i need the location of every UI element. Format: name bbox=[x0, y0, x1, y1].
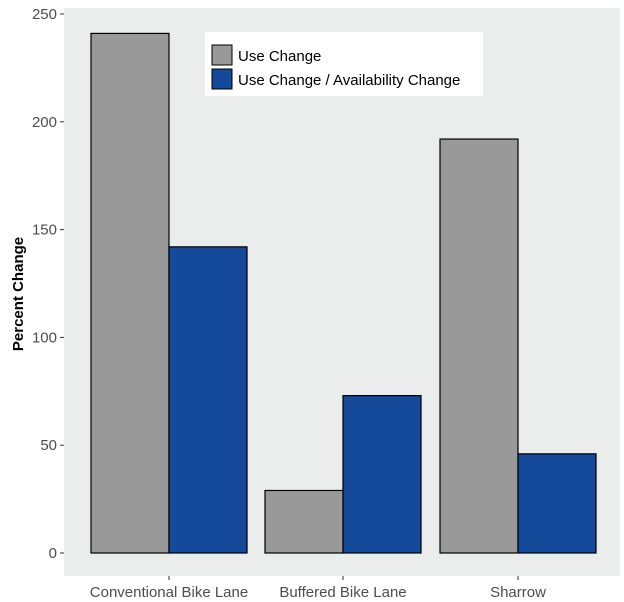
y-tick-label: 250 bbox=[32, 6, 57, 23]
y-tick-label: 50 bbox=[40, 437, 57, 454]
x-axis: Conventional Bike Lane Buffered Bike Lane… bbox=[90, 576, 546, 601]
y-axis: 0 50 100 150 200 250 bbox=[32, 6, 64, 562]
bar-use-availability-change-0 bbox=[168, 246, 248, 554]
bar-use-change-0 bbox=[90, 32, 170, 554]
legend-label-use-change: Use Change bbox=[238, 48, 321, 65]
bar-use-change-2 bbox=[439, 138, 519, 554]
y-tick-label: 100 bbox=[32, 329, 57, 346]
y-tick-label: 200 bbox=[32, 114, 57, 131]
legend-label-availability: Use Change / Availability Change bbox=[238, 72, 460, 89]
y-tick-label: 150 bbox=[32, 222, 57, 239]
x-tick-label: Conventional Bike Lane bbox=[90, 584, 248, 601]
legend: Use Change Use Change / Availability Cha… bbox=[205, 32, 483, 96]
x-tick-label: Sharrow bbox=[490, 584, 546, 601]
legend-key-use-change bbox=[211, 44, 233, 66]
x-tick-label: Buffered Bike Lane bbox=[279, 584, 406, 601]
bar-use-availability-change-1 bbox=[342, 395, 422, 554]
legend-key-availability bbox=[211, 68, 233, 90]
bar-use-availability-change-2 bbox=[517, 453, 597, 554]
bars-layer bbox=[90, 32, 597, 554]
bar-use-change-1 bbox=[264, 489, 344, 554]
y-axis-title: Percent Change bbox=[10, 237, 27, 351]
legend-background bbox=[205, 32, 483, 96]
y-tick-label: 0 bbox=[49, 545, 57, 562]
